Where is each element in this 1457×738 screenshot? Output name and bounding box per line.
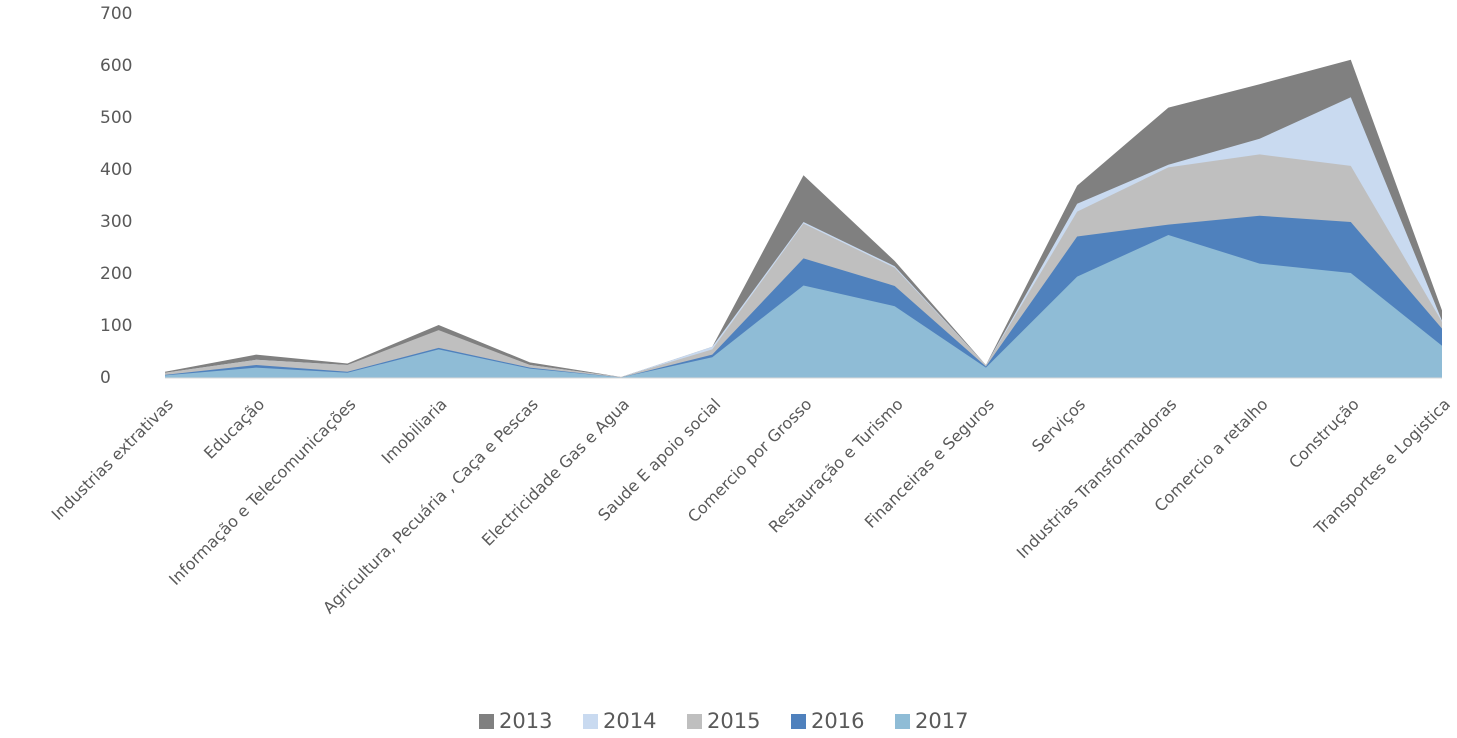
x-tick-label: Imobiliaria <box>378 395 451 468</box>
area <box>165 235 1442 378</box>
y-tick-label: 100 <box>100 316 132 336</box>
legend-label: 2015 <box>707 709 760 733</box>
legend-label: 2017 <box>915 709 968 733</box>
legend-swatch <box>791 714 806 729</box>
legend-label: 2014 <box>603 709 656 733</box>
legend-swatch <box>687 714 702 729</box>
y-tick-label: 300 <box>100 212 132 232</box>
y-tick-label: 600 <box>100 56 132 76</box>
y-tick-label: 500 <box>100 108 132 128</box>
x-tick-label: Electricidade Gas e Agua <box>478 395 633 550</box>
x-tick-label: Informação e Telecomunicações <box>165 395 359 589</box>
x-tick-label: Serviços <box>1028 395 1089 456</box>
x-tick-label: Construção <box>1285 395 1363 473</box>
legend-swatch <box>583 714 598 729</box>
legend-label: 2013 <box>499 709 552 733</box>
legend-swatch <box>895 714 910 729</box>
y-tick-label: 700 <box>100 4 132 24</box>
x-tick-label: Educação <box>200 395 268 463</box>
legend-swatch <box>479 714 494 729</box>
legend-label: 2016 <box>811 709 864 733</box>
x-tick-label: Industrias Transformadoras <box>1013 395 1181 563</box>
y-tick-label: 0 <box>100 368 111 388</box>
x-tick-label: Industrias extrativas <box>48 395 177 524</box>
y-tick-label: 400 <box>100 160 132 180</box>
y-tick-label: 200 <box>100 264 132 284</box>
